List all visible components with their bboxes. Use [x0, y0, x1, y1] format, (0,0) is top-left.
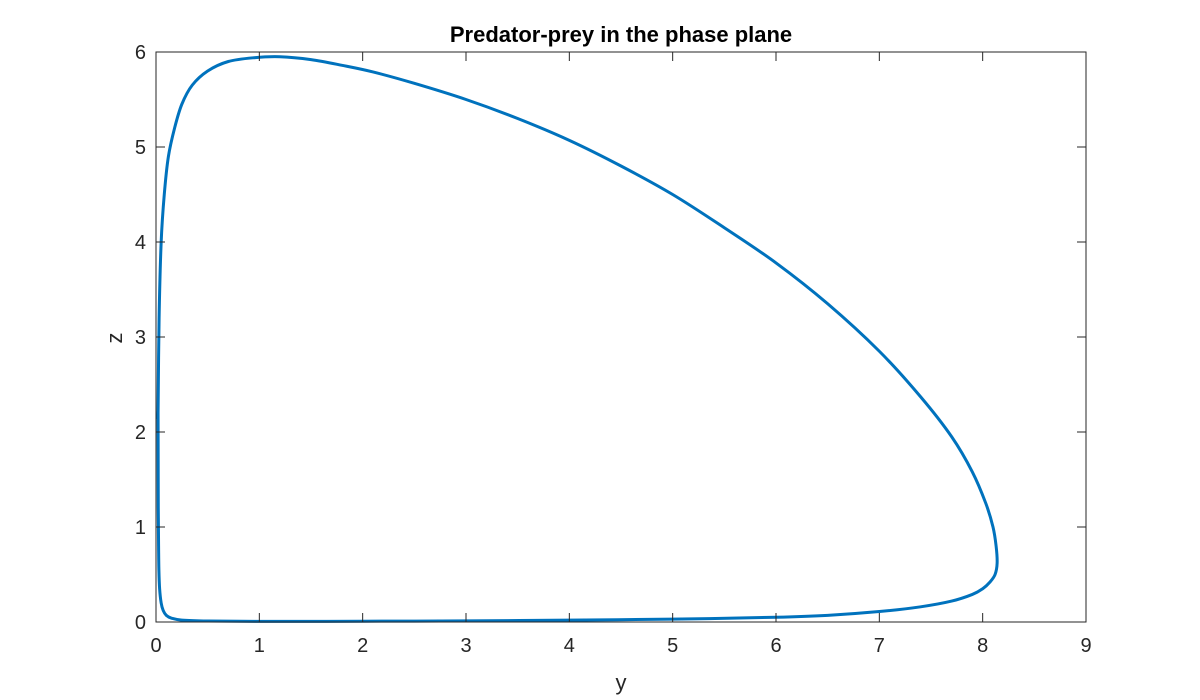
y-tick-label: 5 — [135, 137, 146, 159]
series-line — [156, 55, 999, 623]
axes-box — [155, 51, 1087, 623]
x-tick-label: 1 — [254, 635, 265, 657]
x-tick-label: 8 — [977, 635, 988, 657]
x-tick-label: 7 — [874, 635, 885, 657]
x-tick-label: 6 — [770, 635, 781, 657]
x-tick-label: 0 — [150, 635, 161, 657]
x-tick-label: 3 — [460, 635, 471, 657]
x-tick-label: 2 — [357, 635, 368, 657]
plot-area — [156, 55, 999, 623]
x-axis-label: y — [616, 670, 627, 695]
ticks: 0 1 2 3 4 5 6 7 8 9 0 1 2 3 4 5 6 — [135, 42, 1092, 657]
x-tick-label: 9 — [1080, 635, 1091, 657]
chart-title: Predator-prey in the phase plane — [450, 22, 792, 47]
x-tick-label: 5 — [667, 635, 678, 657]
y-tick-label: 6 — [135, 42, 146, 64]
y-tick-label: 1 — [135, 517, 146, 539]
y-tick-label: 4 — [135, 232, 146, 254]
axes — [155, 51, 1087, 623]
y-tick-label: 3 — [135, 327, 146, 349]
y-tick-label: 2 — [135, 422, 146, 444]
y-tick-label: 0 — [135, 612, 146, 634]
y-axis-label: z — [102, 333, 127, 344]
x-tick-label: 4 — [564, 635, 575, 657]
